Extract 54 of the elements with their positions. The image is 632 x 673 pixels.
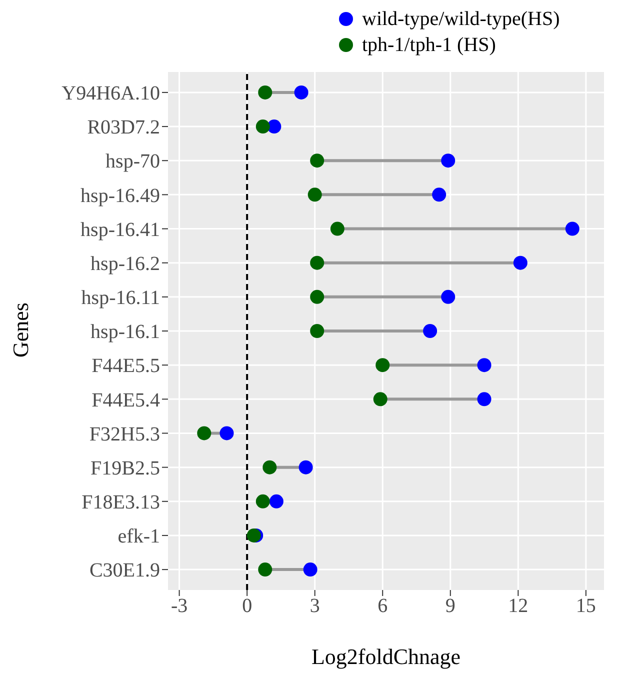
x-tick-label: 3 [310, 595, 320, 618]
point [310, 324, 324, 338]
y-tick-label: hsp-16.2 [90, 252, 160, 275]
point [423, 324, 438, 338]
point [294, 85, 308, 100]
point [477, 358, 492, 372]
x-tick-label: 15 [576, 595, 596, 618]
point [258, 85, 272, 100]
point [308, 188, 322, 202]
x-axis-title: Log2foldChnage [310, 644, 462, 670]
point [256, 494, 270, 508]
point [246, 528, 261, 542]
y-tick-label: R03D7.2 [87, 116, 160, 139]
y-axis-title: Genes [8, 302, 34, 360]
y-tick-label: hsp-16.1 [90, 321, 160, 344]
y-tick-label: hsp-16.11 [81, 287, 160, 310]
point [220, 426, 234, 440]
legend-label: tph-1/tph-1 (HS) [362, 33, 496, 58]
y-tick-label: F44E5.4 [92, 389, 160, 412]
point [513, 256, 528, 270]
x-tick-label: -3 [170, 595, 188, 618]
point [258, 562, 272, 577]
point [269, 494, 284, 508]
y-tick-label: F32H5.3 [89, 423, 160, 446]
point [565, 222, 580, 236]
point [441, 154, 456, 168]
point [262, 460, 277, 474]
y-tick-label: F44E5.5 [92, 355, 160, 378]
x-tick-label: 0 [242, 595, 252, 618]
point [441, 290, 456, 304]
y-tick-label: F18E3.13 [82, 491, 160, 514]
point [432, 188, 446, 202]
y-tick-label: F19B2.5 [90, 457, 160, 480]
point [310, 256, 324, 270]
y-tick-label: C30E1.9 [89, 560, 160, 582]
point [298, 460, 313, 474]
x-tick-label: 12 [508, 595, 528, 618]
point [197, 426, 212, 440]
point [376, 358, 390, 372]
y-tick-label: hsp-16.41 [80, 218, 160, 241]
point [303, 562, 318, 577]
x-tick-label: 9 [445, 595, 456, 618]
y-tick-label: hsp-16.49 [80, 184, 160, 207]
y-tick-label: hsp-70 [106, 150, 160, 173]
y-tick-label: Y94H6A.10 [62, 82, 160, 105]
point [373, 392, 388, 406]
point [310, 290, 324, 304]
point [256, 120, 270, 134]
x-tick-label: 6 [378, 595, 388, 618]
point [310, 154, 324, 168]
legend-label: wild-type/wild-type(HS) [362, 7, 560, 32]
point [330, 222, 344, 236]
point [477, 392, 492, 406]
y-tick-label: efk-1 [118, 526, 160, 548]
